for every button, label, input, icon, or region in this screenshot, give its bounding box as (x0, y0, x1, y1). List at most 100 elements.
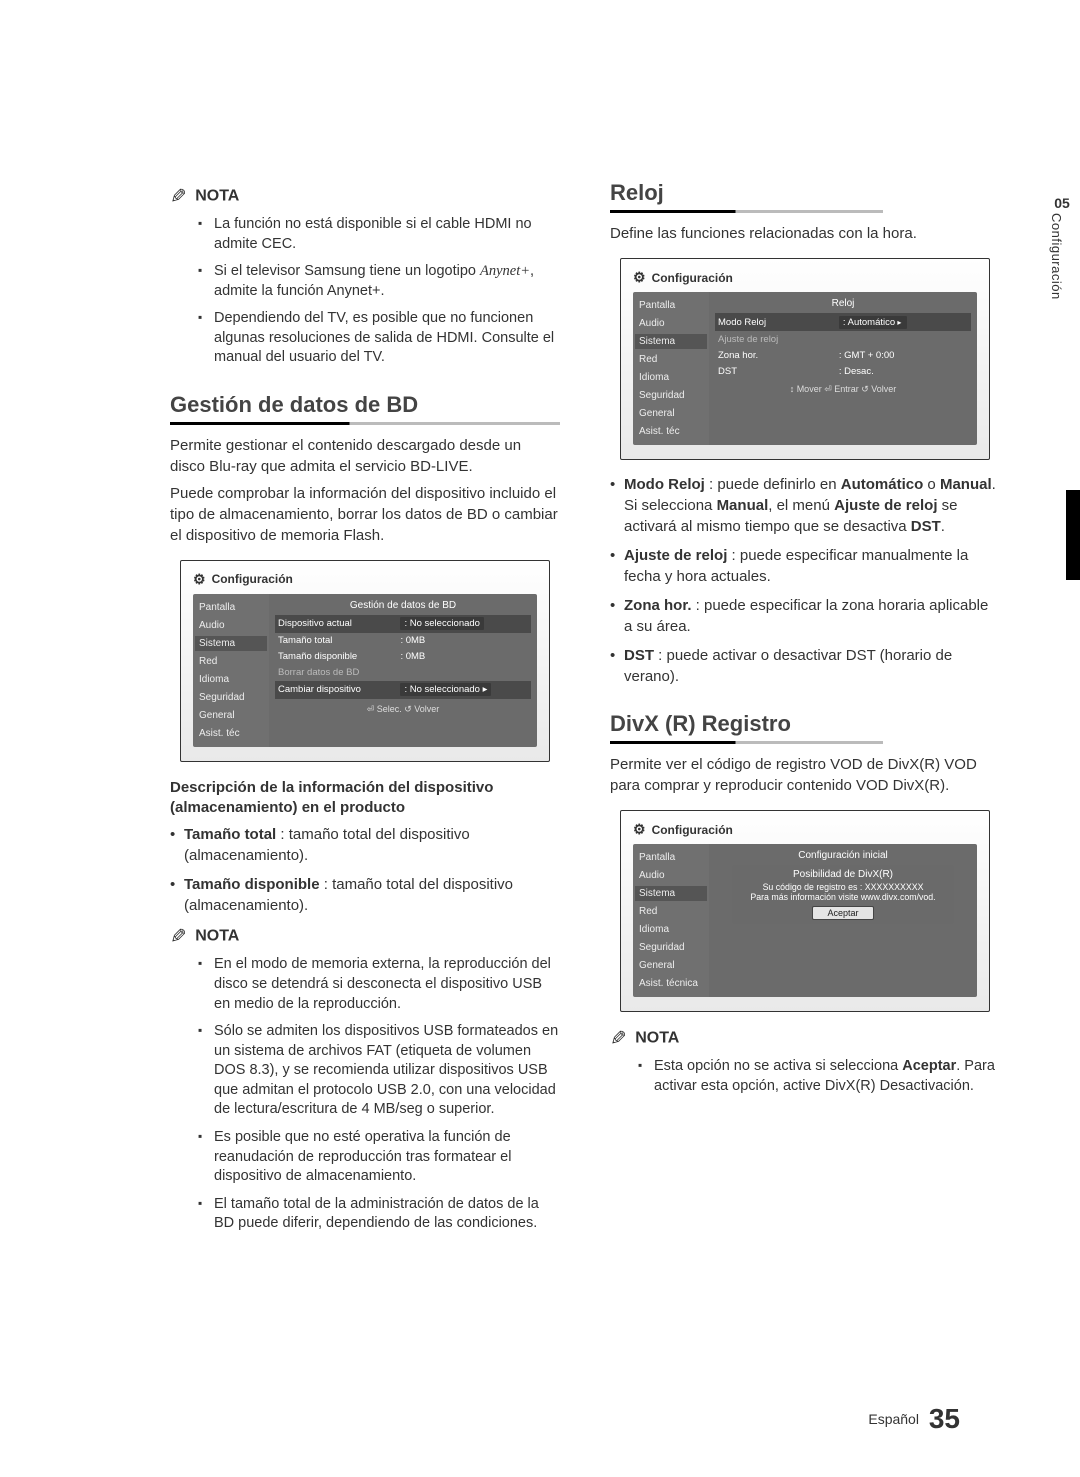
section-title-bd: Gestión de datos de BD (170, 392, 560, 418)
chapter-tab: 05 Configuración (1049, 195, 1075, 300)
ui-sidebar-item[interactable]: Red (195, 654, 267, 669)
ui-menu-row[interactable]: DST: Desac. (715, 363, 971, 379)
ui-title: Configuración (193, 571, 537, 588)
bullet-item: Modo Reloj : puede definirlo en Automáti… (610, 474, 1000, 537)
section-underline (610, 741, 883, 744)
ui-sidebar-item[interactable]: Red (635, 352, 707, 367)
bullet-item: Ajuste de reloj : puede especificar manu… (610, 545, 1000, 587)
right-column: Reloj Define las funciones relacionadas … (610, 180, 1000, 1417)
ui-sidebar-item[interactable]: Idioma (195, 672, 267, 687)
page-edge-tab (1066, 490, 1080, 580)
left-column: ✎ NOTA La función no está disponible si … (170, 180, 560, 1417)
page-footer: Español 35 (868, 1403, 960, 1435)
ui-sidebar-item[interactable]: Seguridad (195, 690, 267, 705)
nota-item: La función no está disponible si el cabl… (196, 215, 560, 254)
ui-sidebar-item[interactable]: Asist. técnica (635, 976, 707, 991)
ui-sidebar: Pantalla Audio Sistema Red Idioma Seguridad Ge… (633, 844, 709, 997)
ui-sidebar-item[interactable]: Pantalla (635, 850, 707, 865)
nota-item: Dependiendo del TV, es posible que no fu… (196, 309, 560, 368)
ui-sidebar-item[interactable]: Audio (635, 316, 707, 331)
ui-sidebar-item[interactable]: Idioma (635, 370, 707, 385)
footer-language: Español (868, 1411, 919, 1427)
ui-sidebar-item[interactable]: Seguridad (635, 388, 707, 403)
ui-sidebar-item[interactable]: General (195, 708, 267, 723)
bullet-item: DST : puede activar o desactivar DST (ho… (610, 645, 1000, 687)
ui-table: Modo Reloj: AutomáticoAjuste de relojZon… (715, 313, 971, 379)
body-text: Define las funciones relacionadas con la… (610, 223, 1000, 244)
ui-main-title: Gestión de datos de BD (275, 600, 531, 611)
bullet-item: Zona hor. : puede especificar la zona ho… (610, 595, 1000, 637)
ui-sidebar: Pantalla Audio Sistema Red Idioma Seguridad Ge… (633, 292, 709, 445)
ui-screenshot-reloj: Configuración Pantalla Audio Sistema Red Idi… (620, 258, 990, 460)
gear-icon (633, 269, 646, 286)
nota-label: NOTA (195, 188, 239, 205)
section-title-reloj: Reloj (610, 180, 1000, 206)
ui-sidebar-item[interactable]: Seguridad (635, 940, 707, 955)
nota-item: Esta opción no se activa si selecciona A… (636, 1057, 1000, 1096)
dialog-line: Para más información visite www.divx.com… (738, 892, 948, 902)
nota-item: Sólo se admiten los dispositivos USB for… (196, 1022, 560, 1120)
ui-main: Reloj Modo Reloj: AutomáticoAjuste de re… (709, 292, 977, 445)
ui-sidebar-item[interactable]: Asist. téc (635, 424, 707, 439)
ui-dialog: Posibilidad de DivX(R) Su código de regi… (732, 865, 954, 924)
dialog-line: Su código de registro es : XXXXXXXXXX (738, 882, 948, 892)
nota-item: Es posible que no esté operativa la func… (196, 1128, 560, 1187)
body-text: Permite gestionar el contenido descargad… (170, 435, 560, 477)
section-underline (170, 422, 560, 425)
ui-sidebar-item[interactable]: General (635, 406, 707, 421)
ui-menu-row[interactable]: Zona hor.: GMT + 0:00 (715, 347, 971, 363)
chapter-number: 05 (1049, 195, 1075, 211)
bullet-item: Tamaño total : tamaño total del disposit… (170, 824, 560, 866)
ui-main-title: Configuración inicial (715, 850, 971, 861)
accept-button[interactable]: Aceptar (812, 906, 873, 920)
ui-sidebar-item[interactable]: Audio (195, 618, 267, 633)
pencil-icon: ✎ (170, 184, 187, 209)
ui-screenshot-bd: Configuración Pantalla Audio Sistema Red Idi… (180, 560, 550, 762)
ui-footer: ⏎ Selec. ↺ Volver (275, 699, 531, 715)
ui-menu-row[interactable]: Borrar datos de BD (275, 665, 531, 681)
bullet-list: Tamaño total : tamaño total del disposit… (170, 824, 560, 916)
dialog-title: Posibilidad de DivX(R) (738, 869, 948, 880)
section-underline (610, 210, 883, 213)
ui-main: Configuración inicial Posibilidad de Div… (709, 844, 977, 997)
footer-page-number: 35 (929, 1403, 960, 1434)
nota-block-2: ✎ NOTA En el modo de memoria externa, la… (170, 924, 560, 1233)
ui-sidebar-item[interactable]: Pantalla (635, 298, 707, 313)
ui-menu-row[interactable]: Dispositivo actual: No seleccionado (275, 615, 531, 633)
ui-menu-row[interactable]: Modo Reloj: Automático (715, 313, 971, 331)
ui-menu-row[interactable]: Cambiar dispositivo: No seleccionado ▸ (275, 681, 531, 699)
body-text: Permite ver el código de registro VOD de… (610, 754, 1000, 796)
ui-sidebar-item[interactable]: Pantalla (195, 600, 267, 615)
ui-sidebar-item[interactable]: General (635, 958, 707, 973)
nota-label: NOTA (635, 1030, 679, 1047)
pencil-icon: ✎ (610, 1026, 627, 1051)
ui-title: Configuración (633, 269, 977, 286)
ui-screenshot-divx: Configuración PantallaAudioSistemaRedIdi… (620, 810, 990, 1012)
nota-block-1: ✎ NOTA La función no está disponible si … (170, 184, 560, 368)
ui-main-title: Reloj (715, 298, 971, 309)
ui-sidebar-item[interactable]: Asist. téc (195, 726, 267, 741)
ui-menu-row[interactable]: Tamaño disponible: 0MB (275, 649, 531, 665)
nota-item: En el modo de memoria externa, la reprod… (196, 955, 560, 1014)
desc-heading: Descripción de la información del dispos… (170, 778, 560, 819)
ui-sidebar-item[interactable]: Sistema (195, 636, 267, 651)
pencil-icon: ✎ (170, 924, 187, 949)
ui-table: Dispositivo actual: No seleccionadoTamañ… (275, 615, 531, 699)
chapter-title: Configuración (1049, 213, 1064, 300)
ui-sidebar-item[interactable]: Sistema (635, 334, 707, 349)
ui-footer: ↕ Mover ⏎ Entrar ↺ Volver (715, 379, 971, 395)
bullet-item: Tamaño disponible : tamaño total del dis… (170, 874, 560, 916)
ui-sidebar-item[interactable]: Sistema (635, 886, 707, 901)
section-title-divx: DivX (R) Registro (610, 711, 1000, 737)
gear-icon (193, 571, 206, 588)
ui-sidebar: Pantalla Audio Sistema Red Idioma Seguridad Ge… (193, 594, 269, 747)
ui-sidebar-item[interactable]: Red (635, 904, 707, 919)
ui-sidebar-item[interactable]: Idioma (635, 922, 707, 937)
nota-label: NOTA (195, 928, 239, 945)
ui-sidebar-item[interactable]: Audio (635, 868, 707, 883)
bullet-list: Modo Reloj : puede definirlo en Automáti… (610, 474, 1000, 687)
nota-item: El tamaño total de la administración de … (196, 1195, 560, 1234)
gear-icon (633, 821, 646, 838)
ui-menu-row[interactable]: Ajuste de reloj (715, 331, 971, 347)
ui-menu-row[interactable]: Tamaño total: 0MB (275, 633, 531, 649)
